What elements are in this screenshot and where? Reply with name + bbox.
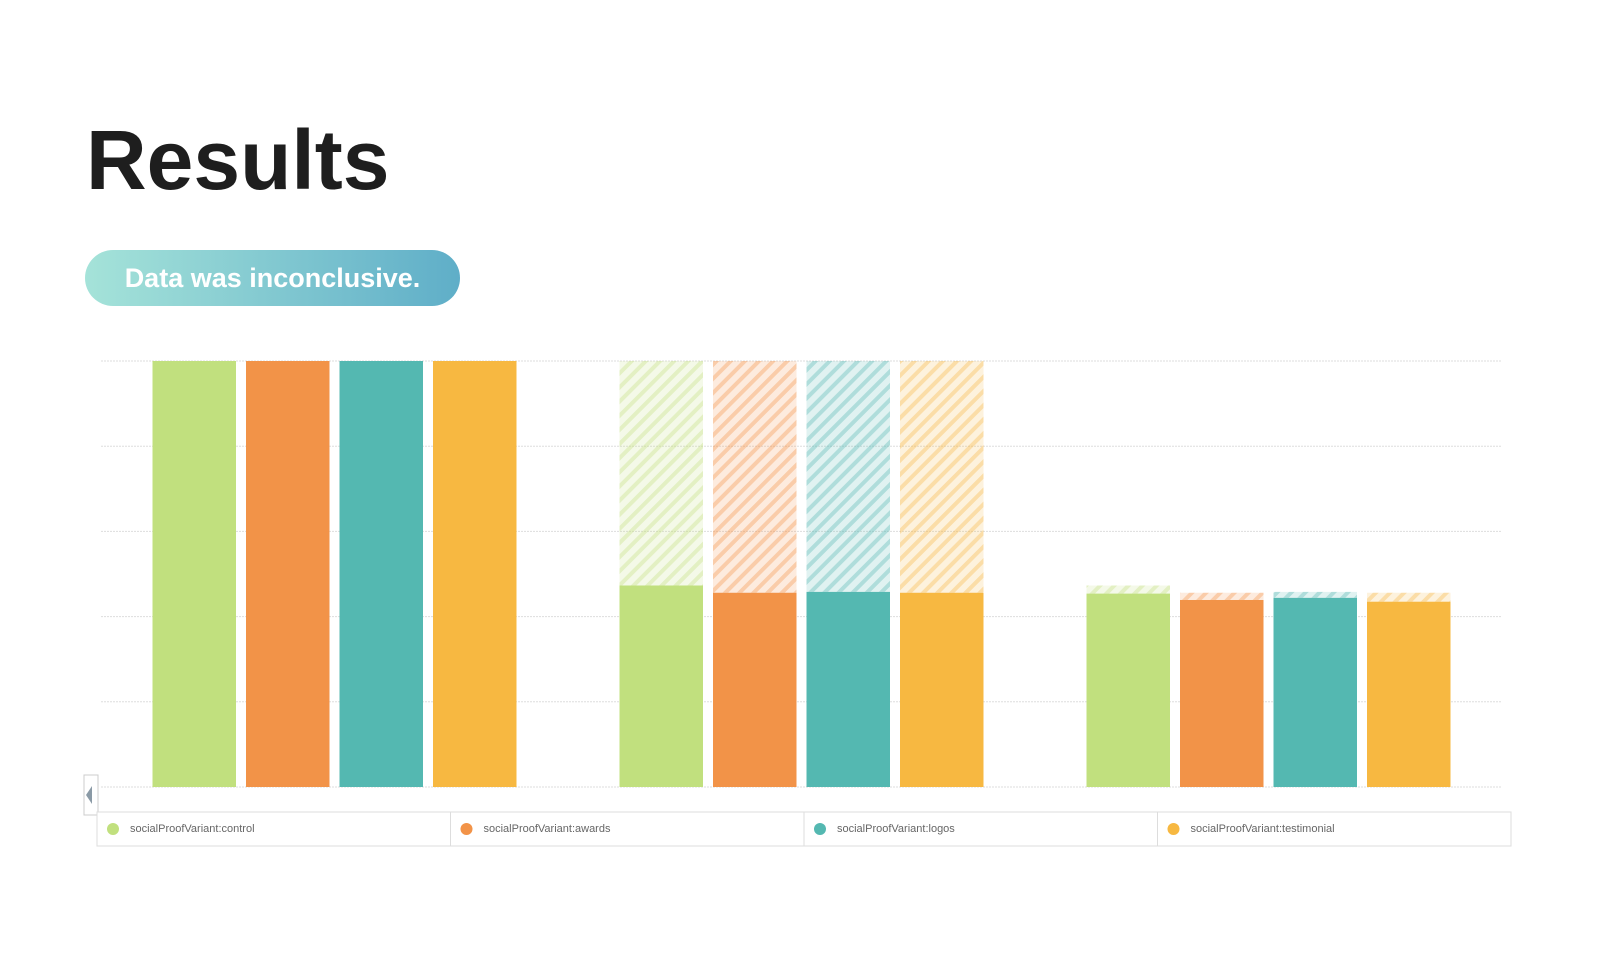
legend-swatch (814, 823, 826, 835)
bar (339, 361, 423, 787)
bar (1086, 593, 1170, 787)
bar (713, 592, 797, 787)
scroll-arrow[interactable] (86, 786, 92, 804)
legend-swatch (460, 823, 473, 835)
dropoff-bar (1273, 591, 1357, 598)
dropoff-bar (619, 361, 703, 586)
bar (433, 361, 517, 787)
dropoff-bar (900, 361, 984, 593)
dropoff-bar (1086, 585, 1170, 594)
bar (900, 592, 984, 787)
bar (1180, 599, 1264, 787)
bar (152, 361, 236, 787)
legend-label: socialProofVariant:logos (837, 823, 955, 835)
legend-label: socialProofVariant:control (130, 823, 255, 835)
dropoff-bar (713, 361, 797, 593)
legend-swatch (107, 823, 119, 835)
dropoff-bar (806, 361, 890, 592)
bar (619, 585, 703, 787)
scroll-handle[interactable] (83, 774, 99, 816)
bar (1367, 601, 1451, 787)
slide-title: Results (86, 113, 390, 207)
bar (1273, 597, 1357, 787)
legend-label: socialProofVariant:awards (484, 823, 611, 835)
dropoff-bar (1367, 592, 1451, 602)
status-badge: Data was inconclusive. (85, 250, 460, 306)
dropoff-bar (1180, 592, 1264, 600)
legend-label: socialProofVariant:testimonial (1191, 823, 1335, 835)
bar (246, 361, 330, 787)
legend-swatch (1167, 823, 1180, 835)
bar (806, 591, 890, 787)
